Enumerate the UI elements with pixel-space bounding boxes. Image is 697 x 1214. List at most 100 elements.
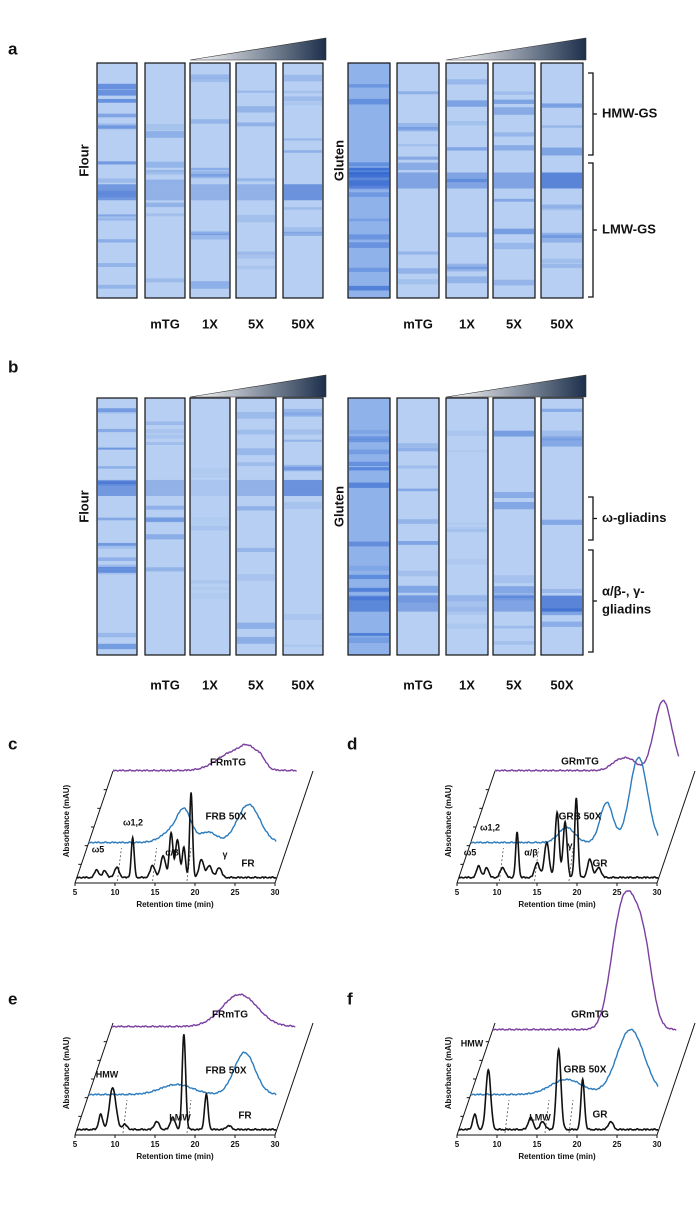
gel-band [494, 279, 534, 286]
gel-band [542, 232, 582, 238]
gel-band [494, 597, 534, 601]
x-tick-label: 30 [653, 888, 662, 897]
lane-label: mTG [150, 677, 180, 692]
chromatogram-trace [458, 797, 659, 880]
lane-border [144, 62, 186, 299]
y-axis-label: Absorbance (mAU) [62, 1036, 71, 1109]
peak-label: α/β [524, 847, 538, 857]
lane-label: 50X [291, 677, 314, 692]
gel-band [98, 214, 136, 217]
gel-band [447, 528, 487, 532]
gel-band [494, 91, 534, 95]
gel-band [542, 439, 582, 447]
gel-band [494, 107, 534, 115]
gel-band [98, 632, 136, 638]
gel-band [237, 411, 275, 419]
gel-band [98, 466, 136, 469]
gel-band [349, 180, 389, 186]
gel-band [284, 644, 322, 647]
y-axis-label: Absorbance (mAU) [444, 784, 453, 857]
gel-band [284, 184, 322, 201]
gel-band [237, 90, 275, 93]
gel-band [349, 267, 389, 272]
gel-band [284, 102, 322, 106]
x-tick-label: 30 [653, 1140, 662, 1149]
gel-band [146, 479, 184, 496]
gel-band [494, 501, 534, 510]
gel-band [237, 214, 275, 223]
gel-lane [492, 62, 536, 299]
gel-lane [144, 397, 186, 656]
y-axis [274, 770, 314, 884]
gel-band [191, 119, 229, 124]
x-tick-label: 15 [151, 1140, 160, 1149]
lane-border [492, 397, 536, 656]
lane-background [348, 398, 390, 655]
gel-band [494, 492, 534, 499]
gel-band [349, 467, 389, 471]
gel-band [146, 169, 184, 173]
gel-band [398, 488, 438, 492]
gel-band [284, 90, 322, 94]
gel-band [349, 84, 389, 88]
panel-label: f [347, 989, 353, 1008]
gel-band [398, 443, 438, 448]
gel-band [447, 430, 487, 436]
lane-border [282, 397, 324, 656]
gel-band [398, 251, 438, 255]
chromatogram-trace [492, 890, 677, 1031]
chromatogram-trace [470, 1028, 659, 1096]
gel-band [98, 190, 136, 194]
gel-band [98, 193, 136, 198]
lane-border [492, 62, 536, 299]
trace-label: FR [241, 859, 255, 870]
gel-band [146, 184, 184, 201]
gel-band [349, 633, 389, 636]
gel-band [447, 449, 487, 453]
gel-band [349, 588, 389, 592]
gel-band [398, 585, 438, 593]
gel-band [349, 285, 389, 291]
gel-band [98, 284, 136, 289]
gel-band [284, 150, 322, 153]
gel-band [98, 83, 136, 90]
gel-band [98, 569, 136, 575]
panel-label: a [8, 39, 18, 58]
gel-band [494, 595, 534, 612]
gel-band [284, 439, 322, 442]
gel-band [98, 566, 136, 573]
gel-band [237, 122, 275, 127]
gel-lane [144, 62, 186, 299]
gel-band [191, 587, 229, 590]
gel-band [237, 547, 275, 552]
lane-background [541, 398, 583, 655]
gel-band [98, 479, 136, 496]
x-tick-label: 15 [533, 1140, 542, 1149]
x-tick-label: 15 [533, 888, 542, 897]
gel-band [146, 429, 184, 434]
lane-border [347, 397, 391, 656]
gel-band [349, 632, 389, 637]
gel-band [146, 442, 184, 445]
gel-band [494, 575, 534, 584]
gel-band [349, 172, 389, 189]
gel-lane [445, 397, 489, 656]
peak-divider [499, 847, 504, 882]
bracket-label: α/β-, γ- [602, 583, 645, 598]
gel-band [398, 172, 438, 189]
gel-band [542, 436, 582, 441]
gel-band [398, 156, 438, 160]
gel-band [98, 481, 136, 486]
gel-band [237, 177, 275, 181]
gradient-triangle [445, 37, 587, 61]
lane-label: 1X [459, 316, 475, 331]
peak-label: ω5 [464, 847, 477, 857]
gel-band [98, 178, 136, 183]
bracket-label: HMW-GS [602, 105, 658, 120]
gel-band [349, 429, 389, 434]
chromatogram-trace [111, 993, 296, 1028]
gel-band [98, 161, 136, 165]
gel-band [191, 525, 229, 531]
gel-band [447, 232, 487, 238]
peak-label: LMW [169, 1112, 191, 1122]
